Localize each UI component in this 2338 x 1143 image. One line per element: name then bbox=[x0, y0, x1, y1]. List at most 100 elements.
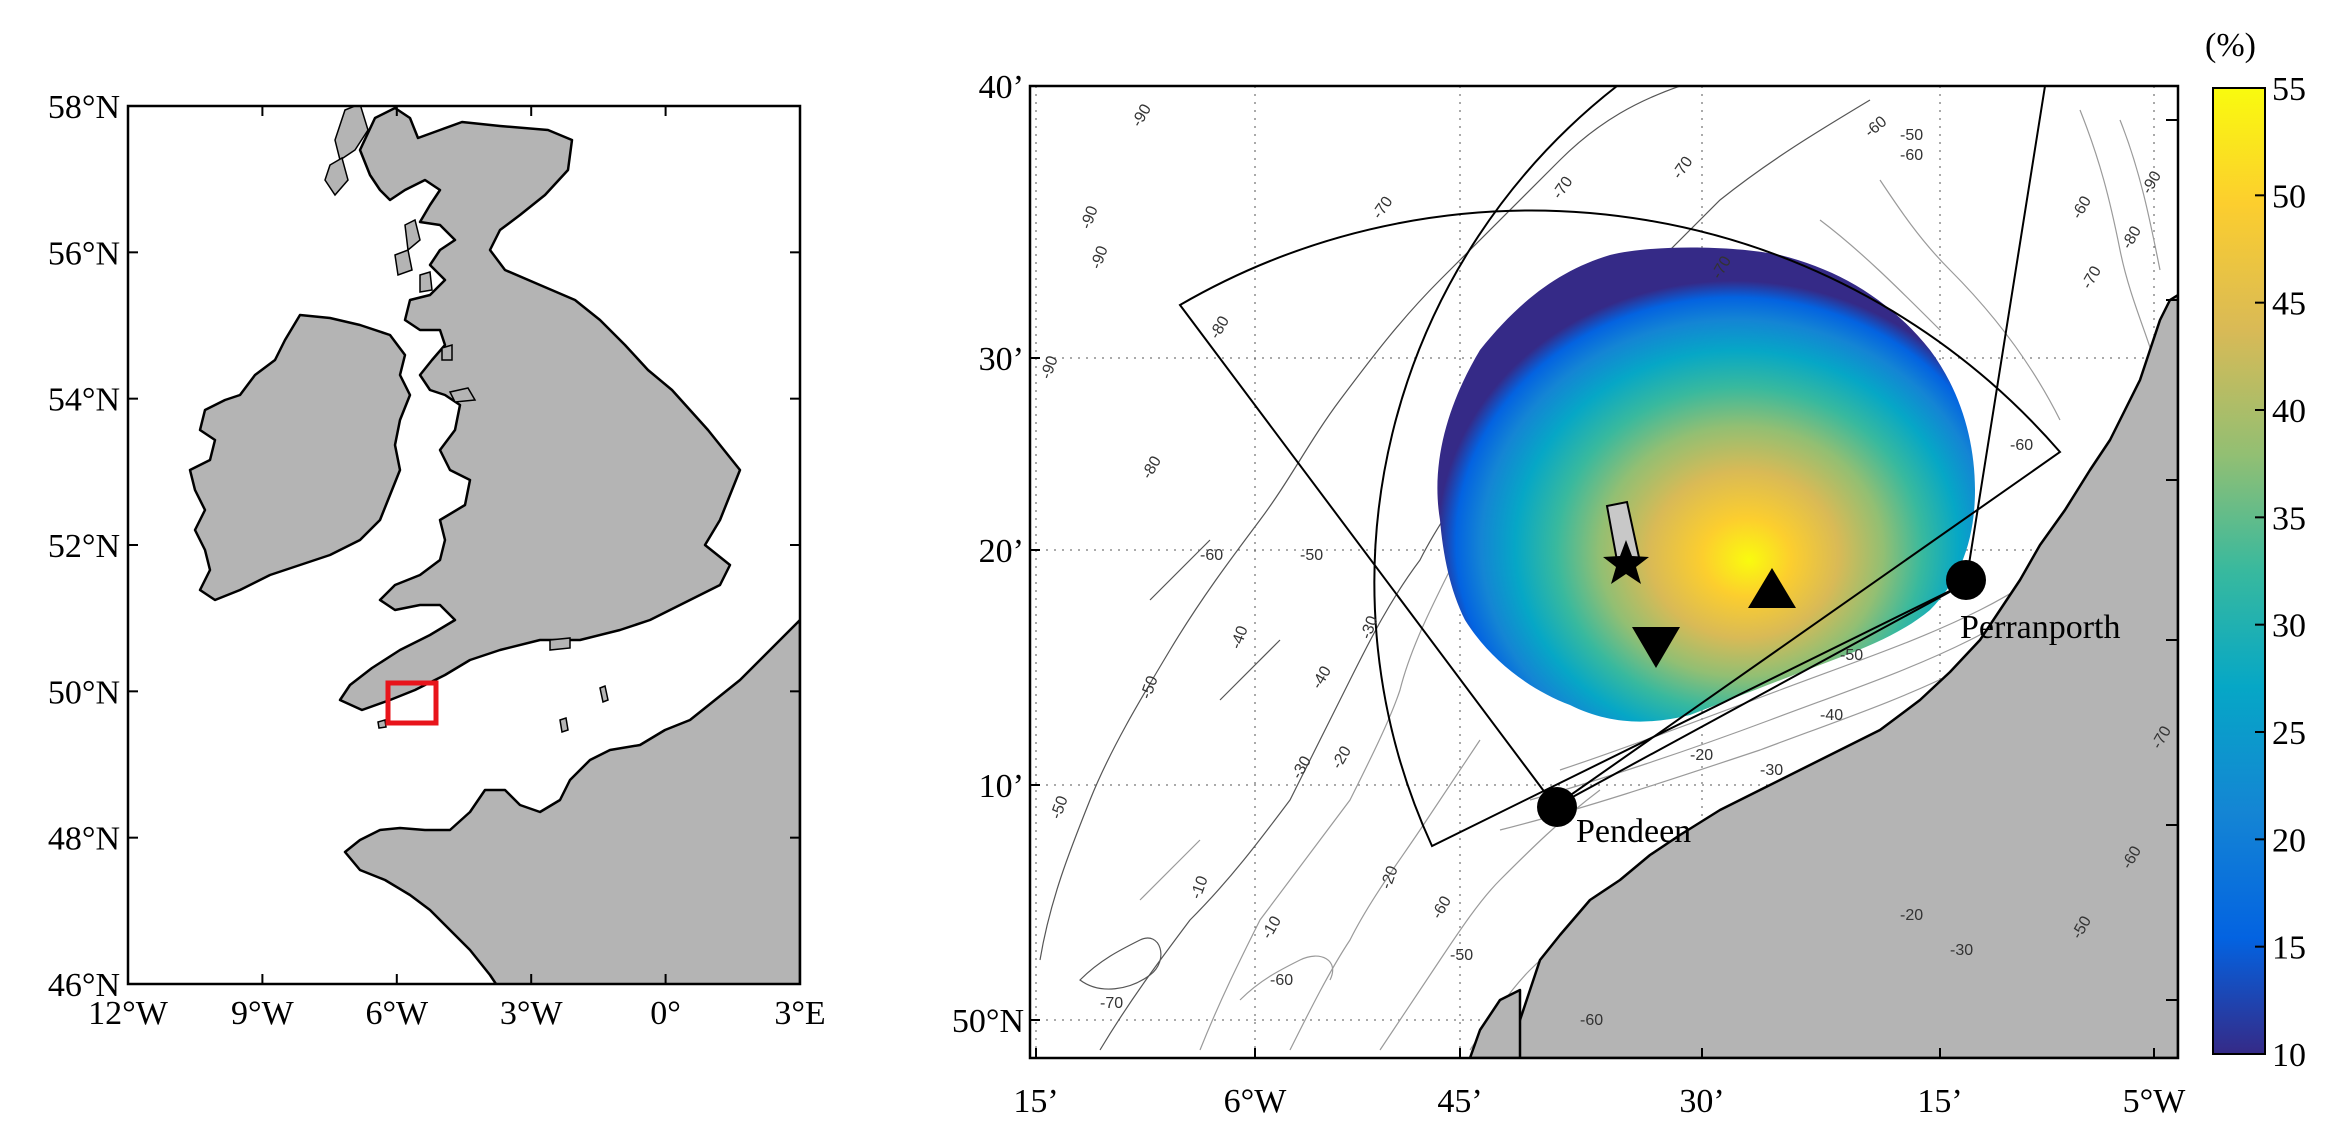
contour-label: -70 bbox=[2079, 263, 2105, 292]
lon-tick-label: 3°W bbox=[500, 995, 564, 1032]
contour-label: -60 bbox=[1900, 147, 1923, 164]
contour-label: -30 bbox=[1760, 762, 1783, 779]
contour-label: -50 bbox=[1048, 794, 1072, 822]
contour-label: -90 bbox=[1038, 354, 1062, 382]
colorbar-tick-label: 20 bbox=[2272, 822, 2306, 859]
lon-tick-label: 9°W bbox=[231, 995, 295, 1032]
contour-label: -50 bbox=[1840, 647, 1863, 664]
lat-tick-label: 50°N bbox=[952, 1003, 1024, 1040]
lat-tick-label: 58°N bbox=[48, 89, 120, 126]
channel-island bbox=[599, 684, 609, 704]
colorbar-tick-label: 25 bbox=[2272, 715, 2306, 752]
contour-label: -20 bbox=[1900, 907, 1923, 924]
scilly-isles bbox=[377, 719, 387, 729]
contour-label: -40 bbox=[1228, 624, 1252, 652]
contour-label: -70 bbox=[1549, 174, 1576, 203]
contour-label: -50 bbox=[1300, 547, 1323, 564]
lon-tick-label: 15’ bbox=[1917, 1083, 1962, 1120]
contour-label: -60 bbox=[1429, 893, 1455, 922]
lon-tick-label: 45’ bbox=[1437, 1083, 1482, 1120]
contour-label: -50 bbox=[1450, 947, 1473, 964]
channel-island bbox=[559, 717, 569, 733]
ireland bbox=[188, 313, 412, 602]
contour-label: -30 bbox=[1358, 614, 1382, 642]
scottish-island bbox=[419, 271, 433, 293]
lon-tick-label: 6°W bbox=[1224, 1083, 1288, 1120]
contour-label: -60 bbox=[2010, 437, 2033, 454]
scottish-island bbox=[334, 106, 369, 162]
contour-label: -90 bbox=[1078, 204, 1102, 232]
left-map-land bbox=[188, 106, 800, 984]
pendeen-label: Pendeen bbox=[1576, 813, 1691, 850]
contour-label: -60 bbox=[1270, 972, 1293, 989]
land-fragment bbox=[1468, 988, 1522, 1058]
left-map: 58°N 56°N 54°N 52°N 50°N 48°N 46°N12°W 9°W 6°W 3°… bbox=[48, 89, 826, 1032]
scottish-island bbox=[394, 248, 413, 277]
colorbar-tick-label: 10 bbox=[2272, 1037, 2306, 1074]
lon-tick-label: 6°W bbox=[365, 995, 429, 1032]
contour-label: -50 bbox=[1138, 674, 1162, 702]
contour-label: -80 bbox=[1207, 313, 1233, 342]
contour-label: -80 bbox=[2119, 223, 2145, 252]
lat-tick-label: 40’ bbox=[979, 69, 1024, 106]
contour-label: -60 bbox=[1580, 1012, 1603, 1029]
lat-tick-label: 54°N bbox=[48, 382, 120, 419]
contour-label: -90 bbox=[1129, 101, 1155, 130]
contour-label: -10 bbox=[1259, 913, 1285, 942]
contour-label: -70 bbox=[1100, 995, 1123, 1012]
colorbar: (%) 55 50 45 40 35 30 25 20 15 10 bbox=[2205, 27, 2306, 1074]
colorbar-tick-label: 35 bbox=[2272, 500, 2306, 537]
scottish-island bbox=[404, 218, 421, 252]
probability-heatmap bbox=[1437, 247, 1975, 722]
right-map-ticks: 40’ 30’ 20’ 10’ 50°N 15’ 6°W 45’ 30’ 15’ 5°W bbox=[952, 69, 2186, 1120]
lat-tick-label: 46°N bbox=[48, 967, 120, 1004]
cornwall-land bbox=[1498, 293, 2178, 1058]
triangle-up-marker bbox=[1748, 568, 1796, 608]
contour-label: -20 bbox=[1690, 747, 1713, 764]
colorbar-ticks: 55 50 45 40 35 30 25 20 15 10 bbox=[2255, 71, 2306, 1074]
lat-tick-label: 56°N bbox=[48, 235, 120, 272]
right-map-frame bbox=[1028, 84, 2180, 1060]
colorbar-tick-label: 55 bbox=[2272, 71, 2306, 108]
contour-label: -60 bbox=[2069, 193, 2095, 222]
contour-label: -30 bbox=[1950, 942, 1973, 959]
perranporth-label: Perranporth bbox=[1960, 609, 2121, 646]
lon-tick-label: 5°W bbox=[2123, 1083, 2187, 1120]
contour-label: -20 bbox=[1378, 864, 1402, 892]
colorbar-unit: (%) bbox=[2205, 27, 2256, 64]
contour-label: -90 bbox=[1088, 244, 1112, 272]
contour-label: -50 bbox=[1900, 127, 1923, 144]
colorbar-tick-label: 15 bbox=[2272, 930, 2306, 967]
isle-of-man bbox=[441, 343, 453, 361]
star-marker bbox=[1603, 540, 1649, 584]
radar-coverage-pendeen bbox=[1178, 209, 2062, 808]
lon-tick-label: 15’ bbox=[1013, 1083, 1058, 1120]
contour-label: -60 bbox=[1862, 113, 1891, 141]
contour-label: -40 bbox=[1309, 663, 1335, 692]
radar-coverage-perranporth bbox=[1373, 86, 2047, 848]
lat-tick-label: 50°N bbox=[48, 674, 120, 711]
right-map: -90-90-90-90-80-80-70-70-70-70-60-60-60-… bbox=[952, 69, 2186, 1120]
lat-tick-label: 10’ bbox=[979, 768, 1024, 805]
colorbar-tick-label: 50 bbox=[2272, 178, 2306, 215]
france bbox=[343, 618, 800, 984]
lon-tick-label: 0° bbox=[650, 995, 681, 1032]
perranporth-site-marker bbox=[1946, 560, 1986, 600]
pendeen-site-marker bbox=[1537, 787, 1577, 827]
lon-tick-label: 12°W bbox=[88, 995, 169, 1032]
lat-tick-label: 20’ bbox=[979, 533, 1024, 570]
lat-tick-label: 52°N bbox=[48, 528, 120, 565]
colorbar-tick-label: 45 bbox=[2272, 286, 2306, 323]
colorbar-tick-label: 30 bbox=[2272, 608, 2306, 645]
contour-label: -20 bbox=[1329, 743, 1355, 772]
study-area-highlight-box bbox=[385, 680, 439, 726]
lat-tick-label: 30’ bbox=[979, 341, 1024, 378]
contour-label: -60 bbox=[1200, 547, 1223, 564]
left-map-ticks: 58°N 56°N 54°N 52°N 50°N 48°N 46°N12°W 9°W 6°W 3°… bbox=[48, 89, 826, 1032]
contour-label: -80 bbox=[1139, 453, 1165, 482]
colorbar-tick-label: 40 bbox=[2272, 393, 2306, 430]
lat-tick-label: 48°N bbox=[48, 821, 120, 858]
contour-label: -70 bbox=[1669, 154, 1696, 183]
lon-tick-label: 3°E bbox=[774, 995, 825, 1032]
